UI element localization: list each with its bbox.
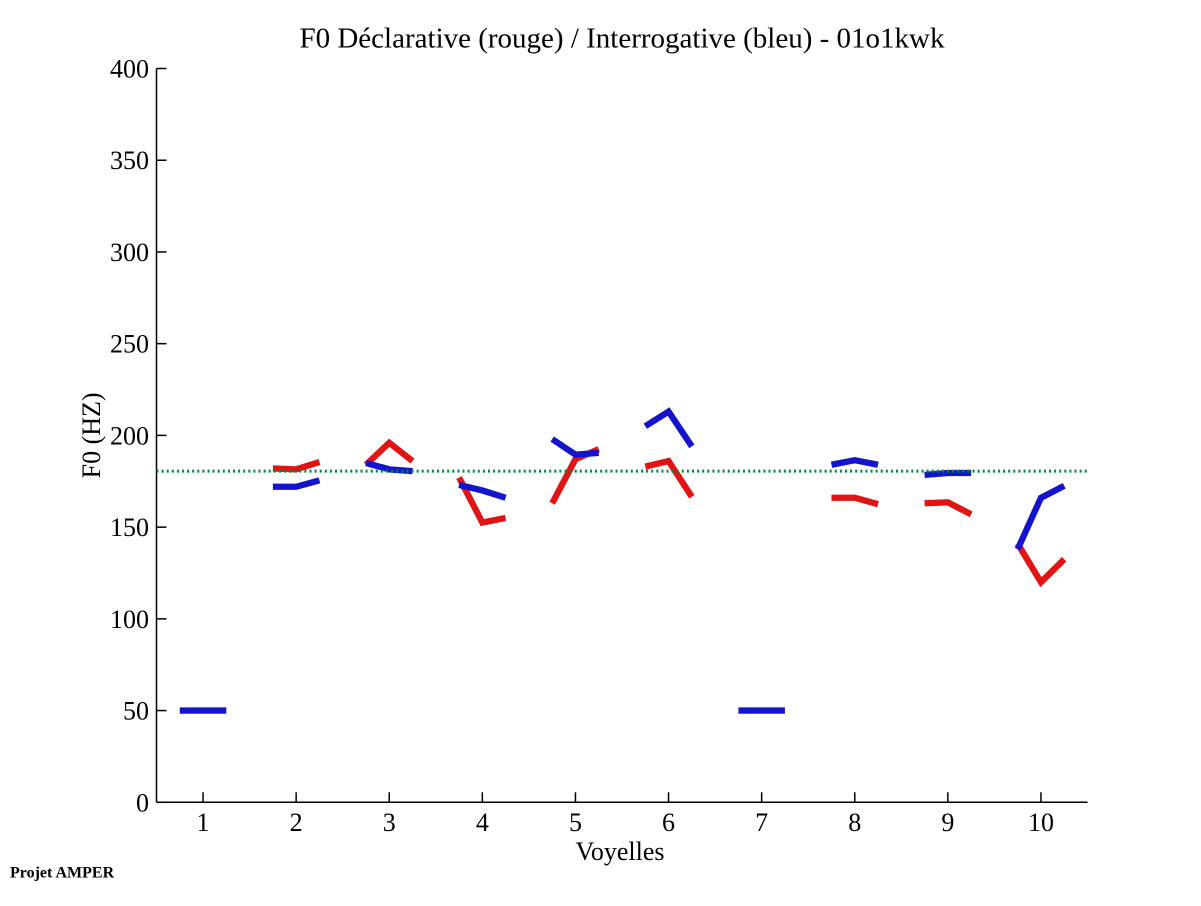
y-tick-label: 250 (110, 330, 149, 359)
x-tick-label: 9 (941, 808, 954, 837)
y-tick-label: 50 (123, 697, 149, 726)
series-interrogative (179, 407, 1066, 714)
f0-segment (365, 459, 413, 475)
project-footer-label: Projet AMPER (10, 865, 115, 882)
x-tick-label: 2 (290, 808, 303, 837)
f0-segment (1014, 542, 1067, 588)
f0-segment (924, 469, 972, 478)
f0-segment (831, 494, 879, 508)
x-tick-label: 1 (197, 808, 210, 837)
y-tick-label: 400 (110, 55, 149, 84)
y-tick-label: 150 (110, 513, 149, 542)
series-declarative (272, 438, 1067, 588)
x-tick-label: 4 (476, 808, 489, 837)
y-axis-label: F0 (HZ) (77, 392, 106, 478)
x-tick-label: 6 (662, 808, 675, 837)
y-tick-label: 350 (110, 146, 149, 175)
f0-segment (458, 481, 507, 501)
f0-segment (456, 476, 507, 527)
x-tick-label: 5 (569, 808, 582, 837)
f0-segment (272, 458, 321, 473)
f0-segment (643, 407, 695, 449)
axes-spines (155, 68, 1088, 804)
chart-title: F0 Déclarative (rouge) / Interrogative (… (299, 23, 945, 55)
y-tick-label: 0 (136, 788, 149, 817)
axes-ticks (156, 67, 1042, 804)
x-axis-label: Voyelles (575, 837, 664, 866)
y-tick-label: 300 (110, 238, 149, 267)
y-tick-label: 100 (110, 605, 149, 634)
x-tick-label: 7 (755, 808, 768, 837)
x-tick-label: 3 (383, 808, 396, 837)
f0-segment (1014, 483, 1066, 551)
y-tick-label: 200 (110, 421, 149, 450)
f0-segment (644, 457, 695, 499)
f0-segment (830, 456, 879, 468)
f0-segment (363, 438, 415, 468)
f0-segment (272, 477, 321, 490)
f0-segment (550, 436, 599, 458)
x-tick-label: 8 (848, 808, 861, 837)
data-series (179, 407, 1067, 714)
x-tick-label: 10 (1028, 808, 1054, 837)
f0-segment (924, 499, 973, 518)
